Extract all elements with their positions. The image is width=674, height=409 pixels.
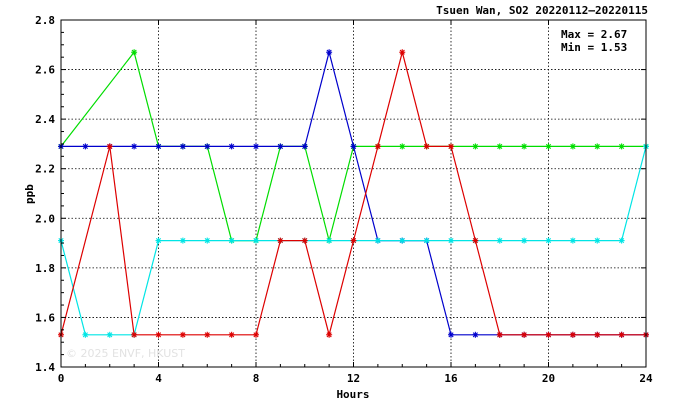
max-label: Max = 2.67	[561, 28, 627, 41]
data-point	[106, 331, 113, 338]
data-point	[569, 143, 576, 150]
y-tick-label: 2.6	[35, 64, 55, 77]
data-point	[204, 331, 211, 338]
data-point	[155, 331, 162, 338]
data-point	[448, 331, 454, 338]
data-point	[301, 143, 308, 150]
y-tick-label: 2.4	[35, 113, 55, 126]
x-axis-label: Hours	[336, 388, 369, 401]
data-point	[82, 331, 89, 338]
grid-lines	[61, 20, 646, 367]
data-point	[472, 331, 479, 338]
min-label: Min = 1.53	[561, 41, 627, 54]
data-point	[521, 143, 528, 150]
data-point	[253, 331, 259, 338]
data-point	[569, 331, 576, 338]
data-point	[618, 237, 625, 244]
data-point	[228, 331, 235, 338]
x-tick-label: 16	[444, 372, 458, 385]
x-tick-label: 24	[639, 372, 653, 385]
data-point	[155, 143, 162, 150]
data-point	[253, 237, 259, 244]
data-point	[521, 331, 528, 338]
data-point	[350, 143, 357, 150]
y-tick-label: 1.6	[35, 311, 55, 324]
data-point	[545, 237, 552, 244]
data-point	[131, 331, 138, 338]
data-point	[228, 143, 235, 150]
data-point	[496, 237, 503, 244]
x-tick-label: 8	[253, 372, 260, 385]
data-point	[131, 143, 138, 150]
data-point	[545, 143, 552, 150]
y-tick-label: 2.0	[35, 212, 55, 225]
x-tick-label: 0	[58, 372, 65, 385]
data-point	[594, 331, 601, 338]
data-point	[179, 237, 186, 244]
data-point	[228, 237, 235, 244]
y-tick-label: 1.8	[35, 262, 55, 275]
data-point	[521, 237, 528, 244]
data-point	[399, 237, 406, 244]
chart-title: Tsuen Wan, SO2 20220112–20220115	[436, 4, 648, 17]
x-tick-label: 12	[347, 372, 360, 385]
y-tick-label: 1.4	[35, 361, 55, 374]
x-tick-label: 20	[542, 372, 555, 385]
data-point	[618, 143, 625, 150]
data-point	[423, 237, 430, 244]
data-point	[618, 331, 625, 338]
data-point	[496, 331, 503, 338]
data-point	[472, 143, 479, 150]
data-point	[131, 49, 138, 56]
x-tick-label: 4	[155, 372, 162, 385]
data-point	[253, 143, 259, 150]
data-point	[496, 143, 503, 150]
data-point	[106, 143, 113, 150]
data-point	[326, 237, 333, 244]
data-point	[472, 237, 479, 244]
data-point	[82, 143, 89, 150]
data-point	[326, 49, 333, 56]
data-point	[204, 143, 211, 150]
data-point	[448, 237, 454, 244]
data-point	[204, 237, 211, 244]
y-tick-labels: 1.4 1.6 1.8 2.0 2.2 2.4 2.6 2.8	[35, 14, 55, 374]
data-point	[399, 49, 406, 56]
watermark: © 2025 ENVF, HKUST	[66, 347, 185, 360]
series-line	[60, 49, 646, 338]
data-point	[179, 143, 186, 150]
data-point	[423, 143, 430, 150]
data-point	[326, 331, 333, 338]
plot-area	[61, 20, 646, 367]
data-point	[277, 143, 284, 150]
data-point	[448, 143, 454, 150]
data-point	[374, 143, 381, 150]
data-point	[350, 237, 357, 244]
y-tick-label: 2.8	[35, 14, 55, 27]
data-point	[374, 237, 381, 244]
axis-ticks	[60, 19, 647, 368]
data-point	[545, 331, 552, 338]
data-point	[179, 331, 186, 338]
data-point	[594, 143, 601, 150]
x-tick-labels: 0 4 8 12 16 20 24	[58, 372, 653, 385]
data-point	[301, 237, 308, 244]
data-point	[155, 237, 162, 244]
data-point	[399, 143, 406, 150]
data-point	[594, 237, 601, 244]
data-point	[277, 237, 284, 244]
y-axis-label: ppb	[23, 184, 36, 204]
y-tick-label: 2.2	[35, 163, 55, 176]
series-layer	[58, 49, 649, 338]
data-point	[569, 237, 576, 244]
